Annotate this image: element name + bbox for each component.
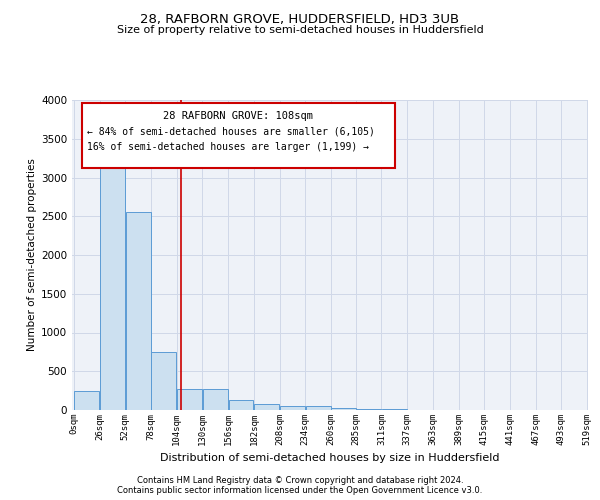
Text: ← 84% of semi-detached houses are smaller (6,105): ← 84% of semi-detached houses are smalle… xyxy=(88,126,376,136)
Text: Contains HM Land Registry data © Crown copyright and database right 2024.: Contains HM Land Registry data © Crown c… xyxy=(137,476,463,485)
Text: Size of property relative to semi-detached houses in Huddersfield: Size of property relative to semi-detach… xyxy=(116,25,484,35)
Bar xyxy=(229,400,253,410)
Bar xyxy=(203,389,228,410)
Text: 28 RAFBORN GROVE: 108sqm: 28 RAFBORN GROVE: 108sqm xyxy=(163,111,313,121)
Text: 16% of semi-detached houses are larger (1,199) →: 16% of semi-detached houses are larger (… xyxy=(88,142,370,152)
Bar xyxy=(305,406,331,410)
Y-axis label: Number of semi-detached properties: Number of semi-detached properties xyxy=(27,158,37,352)
Bar xyxy=(151,352,176,410)
Bar xyxy=(331,408,356,410)
Bar xyxy=(280,406,305,410)
Bar xyxy=(74,392,99,410)
Bar xyxy=(356,409,381,410)
Text: Contains public sector information licensed under the Open Government Licence v3: Contains public sector information licen… xyxy=(118,486,482,495)
Bar xyxy=(254,404,279,410)
Bar xyxy=(177,389,202,410)
FancyBboxPatch shape xyxy=(82,103,395,168)
Text: 28, RAFBORN GROVE, HUDDERSFIELD, HD3 3UB: 28, RAFBORN GROVE, HUDDERSFIELD, HD3 3UB xyxy=(140,12,460,26)
Bar xyxy=(382,409,407,410)
Bar xyxy=(100,162,125,410)
X-axis label: Distribution of semi-detached houses by size in Huddersfield: Distribution of semi-detached houses by … xyxy=(160,454,500,464)
Bar xyxy=(126,212,151,410)
